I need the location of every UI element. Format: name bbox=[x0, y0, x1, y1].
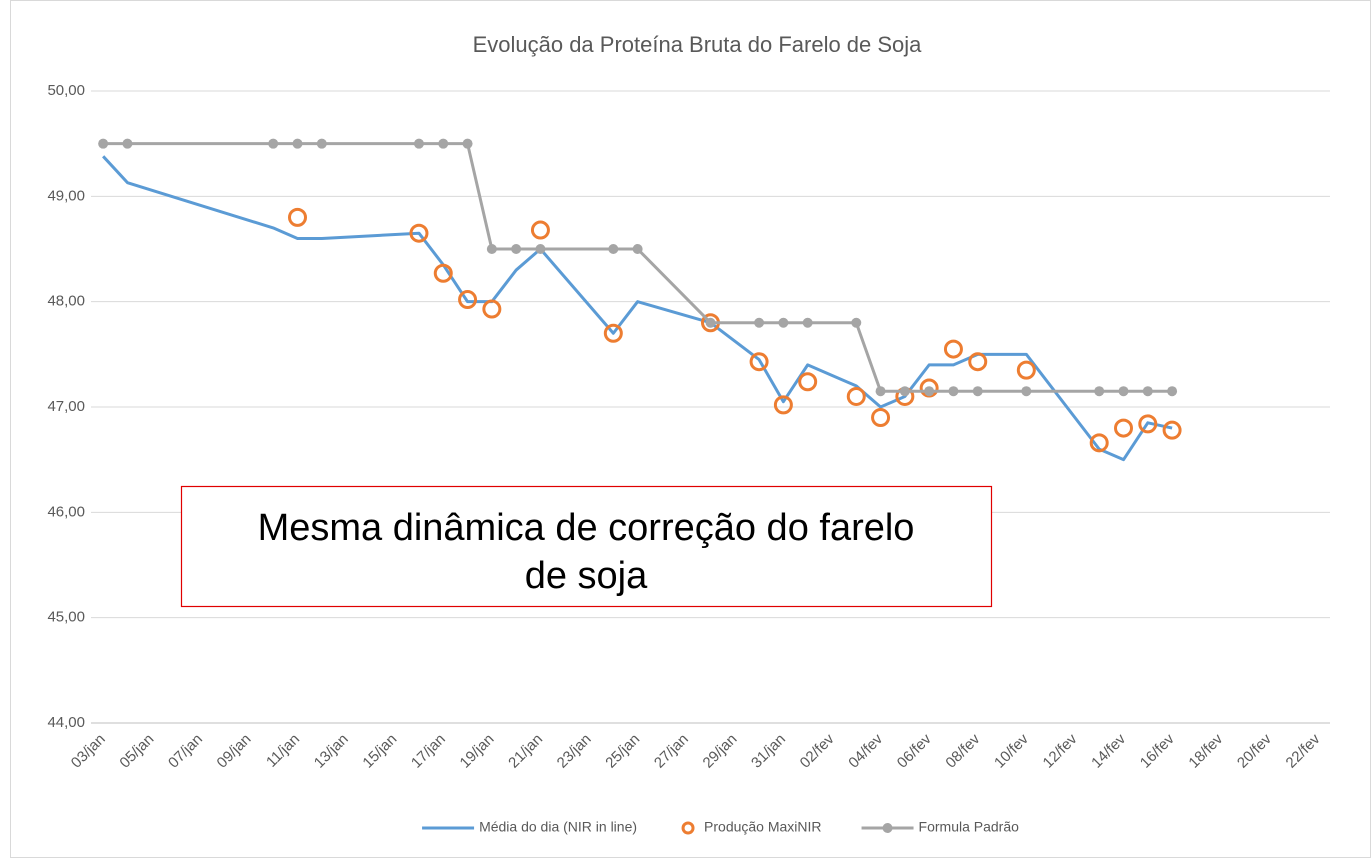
legend-marker bbox=[882, 823, 893, 833]
series-marker bbox=[486, 244, 497, 254]
series-marker bbox=[851, 317, 862, 328]
y-tick-label: 50,00 bbox=[47, 82, 85, 99]
series-marker bbox=[1016, 360, 1036, 380]
series-marker bbox=[846, 386, 866, 406]
annotation-box bbox=[180, 485, 993, 608]
y-tick-label: 45,00 bbox=[47, 609, 85, 626]
series-marker bbox=[972, 386, 983, 397]
series-marker bbox=[705, 317, 716, 328]
series-marker bbox=[943, 339, 963, 359]
chart-title: Evolução da Proteína Bruta do Farelo de … bbox=[473, 32, 923, 57]
series-marker bbox=[458, 290, 478, 310]
series-marker bbox=[409, 223, 429, 243]
series-marker bbox=[438, 138, 449, 149]
series-marker bbox=[482, 299, 502, 319]
series-marker bbox=[288, 207, 307, 227]
legend: Média do dia (NIR in line) Produção MaxiN… bbox=[422, 819, 1019, 835]
y-tick-label: 44,00 bbox=[47, 714, 85, 731]
series-marker bbox=[754, 317, 765, 328]
series-marker bbox=[948, 386, 959, 397]
chart-frame bbox=[10, 0, 1371, 858]
series-marker bbox=[1142, 386, 1153, 397]
series-marker bbox=[535, 244, 546, 254]
series-marker bbox=[871, 408, 891, 428]
y-tick-label: 47,00 bbox=[47, 398, 85, 415]
y-tick-label: 48,00 bbox=[47, 293, 85, 310]
series-marker bbox=[802, 317, 813, 328]
series-marker bbox=[462, 138, 473, 149]
series-marker bbox=[1094, 386, 1105, 397]
series-marker bbox=[530, 220, 550, 240]
series-marker bbox=[1089, 433, 1109, 453]
series-line bbox=[103, 142, 1173, 393]
series-marker bbox=[122, 138, 133, 149]
annotation-text: Mesma dinâmica de correção do farelo bbox=[258, 507, 915, 549]
series-marker bbox=[511, 244, 522, 254]
y-tick-label: 49,00 bbox=[47, 187, 85, 204]
legend-label: Produção MaxiNIR bbox=[704, 819, 822, 835]
series-marker bbox=[268, 138, 279, 149]
series-marker bbox=[1162, 420, 1182, 440]
series-marker bbox=[1021, 386, 1032, 397]
series-marker bbox=[98, 138, 109, 149]
series-marker bbox=[608, 244, 619, 254]
y-tick-label: 46,00 bbox=[47, 503, 85, 520]
series-marker bbox=[1114, 418, 1133, 438]
series-marker bbox=[1138, 414, 1158, 434]
series-marker bbox=[798, 372, 818, 392]
legend-label: Média do dia (NIR in line) bbox=[479, 819, 637, 835]
series-marker bbox=[749, 352, 769, 372]
series-line bbox=[102, 155, 1173, 462]
series-marker bbox=[603, 323, 623, 343]
series-marker bbox=[924, 386, 935, 397]
series-marker bbox=[968, 352, 988, 372]
series-marker bbox=[1167, 386, 1178, 397]
series-marker bbox=[773, 395, 793, 415]
series-marker bbox=[316, 138, 327, 149]
legend-marker bbox=[681, 821, 695, 835]
series-marker bbox=[632, 244, 643, 254]
series-marker bbox=[875, 386, 886, 397]
annotation-text: de soja bbox=[525, 555, 648, 597]
series-marker bbox=[899, 386, 910, 397]
series-marker bbox=[1118, 386, 1129, 397]
series-marker bbox=[778, 317, 789, 328]
series-marker bbox=[292, 138, 303, 149]
series-marker bbox=[433, 263, 453, 283]
series-marker bbox=[413, 138, 424, 149]
legend-label: Formula Padrão bbox=[919, 819, 1020, 835]
